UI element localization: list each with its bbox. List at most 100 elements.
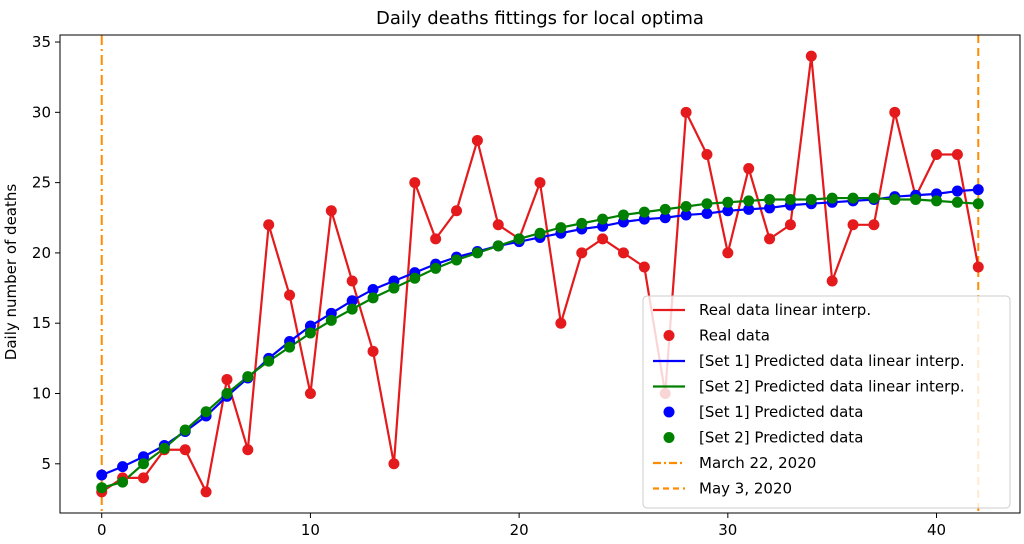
- data-point-s2-32: [764, 193, 776, 205]
- data-point-s0-7: [242, 444, 254, 456]
- data-point-s1-29: [701, 208, 713, 220]
- data-point-s2-8: [263, 355, 275, 367]
- data-point-s1-0: [96, 469, 108, 481]
- legend-box: [642, 295, 1011, 509]
- data-point-s0-30: [722, 247, 734, 259]
- data-point-s2-37: [868, 192, 880, 204]
- axis-ticks: 0 10 20 30 40 5 10 15 20 25 30 35: [32, 33, 946, 539]
- legend-marker-5: [663, 432, 675, 443]
- data-point-s1-41: [951, 185, 963, 197]
- data-point-s0-19: [492, 219, 504, 231]
- data-point-s0-25: [617, 247, 629, 259]
- x-tick-label-1: 10: [301, 521, 320, 539]
- data-point-s2-7: [242, 371, 254, 383]
- data-point-s0-6: [221, 373, 233, 385]
- legend-marker-1: [663, 330, 675, 341]
- data-point-s1-31: [743, 203, 755, 215]
- data-point-s0-9: [284, 289, 296, 301]
- data-point-s0-31: [743, 163, 755, 175]
- data-point-s2-16: [430, 262, 442, 274]
- data-point-s0-15: [409, 177, 421, 189]
- data-point-s2-42: [972, 198, 984, 210]
- data-point-s2-35: [826, 192, 838, 204]
- chart-title: Daily deaths fittings for local optima: [376, 8, 704, 29]
- data-point-s2-3: [158, 442, 170, 454]
- legend-label-0: Real data linear interp.: [699, 301, 871, 319]
- data-point-s0-10: [304, 388, 316, 399]
- data-point-s2-27: [659, 203, 671, 215]
- data-point-s2-6: [221, 388, 233, 399]
- data-point-s0-24: [597, 233, 609, 245]
- data-point-s2-29: [701, 198, 713, 210]
- data-point-s2-4: [179, 424, 191, 436]
- legend-label-6: March 22, 2020: [699, 454, 816, 472]
- data-point-s0-37: [868, 219, 880, 231]
- data-point-s2-24: [597, 213, 609, 225]
- legend-label-5: [Set 2] Predicted data: [699, 429, 863, 447]
- data-point-s2-14: [388, 282, 400, 294]
- data-point-s2-41: [951, 196, 963, 208]
- legend-label-4: [Set 1] Predicted data: [699, 403, 863, 421]
- data-point-s2-0: [96, 482, 108, 494]
- data-point-s0-26: [638, 261, 650, 273]
- data-point-s0-36: [847, 219, 859, 231]
- data-point-s0-34: [805, 50, 817, 62]
- data-point-s1-13: [367, 283, 379, 295]
- data-point-s2-15: [409, 272, 421, 284]
- y-axis-label: Daily number of deaths: [2, 184, 20, 361]
- y-tick-label-0: 5: [41, 455, 51, 473]
- x-tick-label-4: 40: [927, 521, 946, 539]
- data-point-s0-5: [200, 486, 212, 498]
- x-tick-label-2: 20: [510, 521, 529, 539]
- data-point-s1-42: [972, 184, 984, 196]
- data-point-s1-27: [659, 212, 671, 224]
- data-point-s1-32: [764, 202, 776, 214]
- data-point-s1-30: [722, 205, 734, 217]
- series-points: [96, 50, 984, 498]
- data-point-s0-17: [451, 205, 463, 217]
- data-point-s2-40: [931, 195, 943, 207]
- data-point-s0-33: [784, 219, 796, 231]
- data-point-s0-32: [764, 233, 776, 245]
- data-point-s2-31: [743, 195, 755, 207]
- data-point-s1-1: [117, 461, 129, 473]
- y-tick-label-6: 35: [32, 33, 51, 51]
- legend-label-2: [Set 1] Predicted data linear interp.: [699, 352, 965, 370]
- data-point-s0-41: [951, 149, 963, 160]
- data-point-s0-42: [972, 261, 984, 273]
- data-point-s0-4: [179, 444, 191, 456]
- data-point-s2-34: [805, 193, 817, 205]
- data-point-s0-40: [931, 149, 943, 160]
- y-tick-label-4: 25: [32, 174, 51, 192]
- data-point-s2-5: [200, 406, 212, 418]
- legend-label-1: Real data: [699, 327, 770, 345]
- data-point-s2-18: [471, 247, 483, 259]
- y-tick-label-2: 15: [32, 314, 51, 332]
- data-point-s2-22: [555, 222, 567, 234]
- data-point-s0-22: [555, 317, 567, 329]
- data-point-s0-14: [388, 458, 400, 470]
- data-point-s0-38: [889, 106, 901, 118]
- data-point-s1-12: [346, 295, 358, 307]
- data-point-s2-30: [722, 196, 734, 208]
- data-point-s1-28: [680, 209, 692, 221]
- legend-label-7: May 3, 2020: [699, 480, 792, 498]
- data-point-s0-11: [325, 205, 337, 217]
- data-point-s0-29: [701, 149, 713, 160]
- data-point-s2-36: [847, 192, 859, 204]
- data-point-s2-33: [784, 193, 796, 205]
- data-point-s0-12: [346, 275, 358, 287]
- legend-marker-4: [663, 406, 675, 418]
- data-point-s2-26: [638, 206, 650, 218]
- data-point-s2-25: [617, 209, 629, 221]
- data-point-s0-13: [367, 345, 379, 357]
- data-point-s2-2: [137, 458, 149, 470]
- data-point-s2-12: [346, 303, 358, 315]
- data-point-s0-23: [576, 247, 588, 259]
- data-point-s0-21: [534, 177, 546, 189]
- data-point-s2-20: [513, 233, 525, 245]
- data-point-s0-18: [471, 134, 483, 146]
- data-point-s2-1: [117, 476, 129, 488]
- data-point-s2-19: [492, 240, 504, 252]
- data-point-s2-17: [451, 254, 463, 266]
